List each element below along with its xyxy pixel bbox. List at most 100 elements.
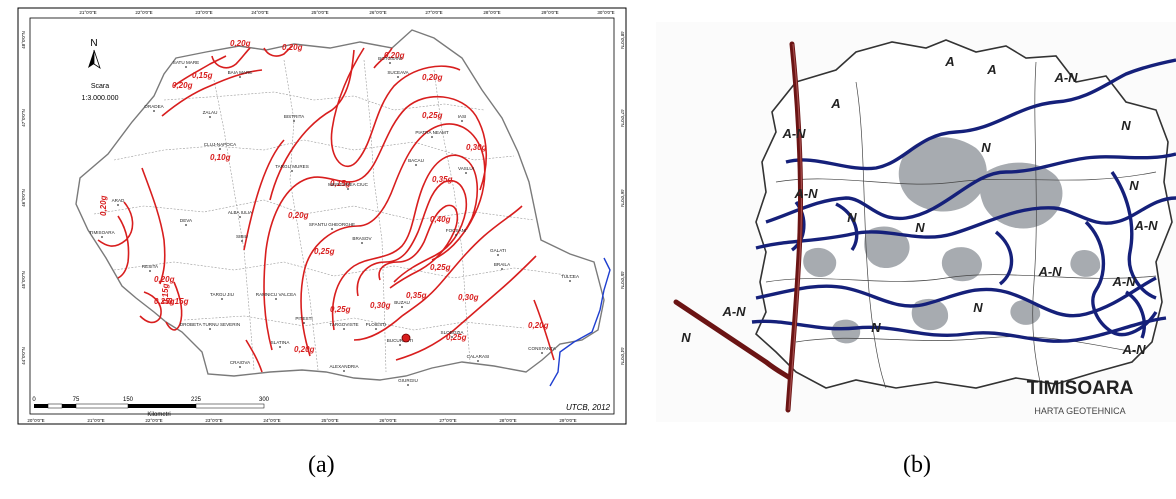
longitude-tick-label: 27°0'0"E	[425, 10, 442, 15]
scalebar-tick: 300	[259, 397, 270, 403]
city-dot	[361, 242, 363, 244]
map-b-title: TIMISOARA	[1027, 378, 1134, 399]
contour-label: 0,20g	[288, 211, 309, 220]
contour-label: 0,20g	[384, 51, 405, 60]
north-arrow: N	[88, 38, 101, 69]
city-dot	[451, 336, 453, 338]
city-label: FOCSANI	[446, 228, 466, 233]
longitude-tick-label: 24°0'0"E	[251, 10, 268, 15]
north-label: N	[90, 38, 97, 49]
city-label: BAIA MARE	[228, 70, 253, 75]
contour-label: 0,40g	[430, 215, 451, 224]
city-dot	[101, 236, 103, 238]
scale-title: Scara	[91, 83, 109, 90]
seismic-hazard-map: 21°0'0"E 22°0'0"E 23°0'0"E 24°0'0"E 25°0'0"E…	[14, 0, 634, 432]
map-b-subtitle: HARTA GEOTEHNICA	[1034, 406, 1125, 416]
contour-label: 0,25g	[446, 333, 467, 342]
zone-label: N	[1129, 178, 1139, 193]
city-dot	[461, 120, 463, 122]
zone-label: A-N	[793, 186, 818, 201]
city-dots	[101, 62, 571, 386]
city-label: CRAIOVA	[230, 360, 251, 365]
city-dot	[149, 270, 151, 272]
contour-label: 0,30g	[466, 143, 487, 152]
zone-label: N	[681, 330, 691, 345]
city-label: BUCURESTI	[387, 338, 414, 343]
longitude-tick-label: 21°0'0"E	[87, 418, 104, 423]
contour-labels: 0,20g 0,20g0,20g0,15g0,20g0,20g0,25g0,10g…	[99, 39, 549, 354]
city-dot	[389, 62, 391, 64]
contour-label: 0,35g	[406, 291, 427, 300]
city-dot	[375, 328, 377, 330]
romania-border	[75, 29, 605, 381]
caption-a: (a)	[308, 452, 335, 478]
city-dot	[343, 370, 345, 372]
zone-labels: A A A-N A A-N N N A-N N N N A-N A-N A-N N N A-N N A-N	[681, 54, 1158, 357]
zone-label: A-N	[721, 304, 746, 319]
city-label: CLUJ-NAPOCA	[204, 142, 237, 147]
zone-label: N	[847, 210, 857, 225]
city-label: PITESTI	[295, 316, 312, 321]
longitude-tick-label: 25°0'0"E	[311, 10, 328, 15]
city-label: CALARASI	[467, 354, 490, 359]
zone-label: N	[871, 320, 881, 335]
city-dot	[293, 120, 295, 122]
latitude-tick-label: 48°0'0"N	[620, 31, 625, 49]
latitude-tick-label: 48°0'0"N	[21, 31, 26, 49]
city-label: DEVA	[180, 218, 193, 223]
right-latitude-ticks: 48°0'0"N 47°0'0"N 46°0'0"N 45°0'0"N 44°0'0"N	[620, 31, 625, 365]
zone-label: A-N	[1037, 264, 1062, 279]
bucharest-marker	[401, 333, 411, 343]
latitude-tick-label: 47°0'0"N	[620, 109, 625, 127]
city-label: PIATRA NEAMT	[415, 130, 449, 135]
zone-label: A-N	[1121, 342, 1146, 357]
zone-label: A	[830, 96, 840, 111]
city-dot	[501, 268, 503, 270]
city-label: TIMISOARA	[89, 230, 115, 235]
city-dot	[397, 76, 399, 78]
city-label: ZALAU	[203, 110, 218, 115]
contour-label: 0,20g	[154, 275, 175, 284]
city-labels: SATU MARE BAIA MARE BOTOSANI SUCEAVA ORADEA Z…	[89, 56, 580, 383]
scale-bar: 0 75 150 225 300 Kilometri	[32, 397, 269, 418]
contour-label: 0,25g	[422, 111, 443, 120]
city-dot	[185, 224, 187, 226]
city-dot	[117, 204, 119, 206]
city-label: SLOBOZIA	[441, 330, 465, 335]
contour-label: 0,20g	[528, 321, 549, 330]
city-label: BRASOV	[352, 236, 372, 241]
city-label: SATU MARE	[173, 60, 199, 65]
city-label: TARGU JIU	[210, 292, 234, 297]
city-label: ARAD	[112, 198, 125, 203]
zone-label: A	[986, 62, 996, 77]
city-dot	[347, 188, 349, 190]
city-label: BACAU	[408, 158, 424, 163]
contour-label: 0,25g	[430, 263, 451, 272]
longitude-tick-label: 30°0'0"E	[597, 10, 614, 15]
contour-label: 0,30g	[370, 301, 391, 310]
latitude-tick-label: 44°0'0"N	[21, 347, 26, 365]
zone-label: N	[915, 220, 925, 235]
longitude-tick-label: 29°0'0"E	[541, 10, 558, 15]
city-dot	[209, 116, 211, 118]
city-dot	[241, 240, 243, 242]
city-label: RAMNICU VALCEA	[256, 292, 297, 297]
contour-label: 0,25g	[154, 297, 175, 306]
city-dot	[399, 344, 401, 346]
map-credit: UTCB, 2012	[566, 403, 611, 412]
city-label: SIBIU	[236, 234, 248, 239]
city-label: RESITA	[142, 264, 159, 269]
city-label: GALATI	[490, 248, 506, 253]
city-label: CONSTANTA	[528, 346, 557, 351]
contour-label: 0,25g	[330, 305, 351, 314]
city-dot	[455, 234, 457, 236]
city-label: BRAILA	[494, 262, 511, 267]
left-latitude-ticks: 48°0'0"N 47°0'0"N 46°0'0"N 45°0'0"N 44°0'0"N	[21, 31, 26, 365]
city-label: TARGOVISTE	[329, 322, 358, 327]
seismic-map-svg: 21°0'0"E 22°0'0"E 23°0'0"E 24°0'0"E 25°0'0"E…	[17, 7, 627, 425]
longitude-tick-label: 26°0'0"E	[379, 418, 396, 423]
city-label: TARGU MURES	[275, 164, 309, 169]
contour-label: 0,25g	[314, 247, 335, 256]
latitude-tick-label: 45°0'0"N	[21, 271, 26, 289]
zone-label: A-N	[1053, 70, 1078, 85]
